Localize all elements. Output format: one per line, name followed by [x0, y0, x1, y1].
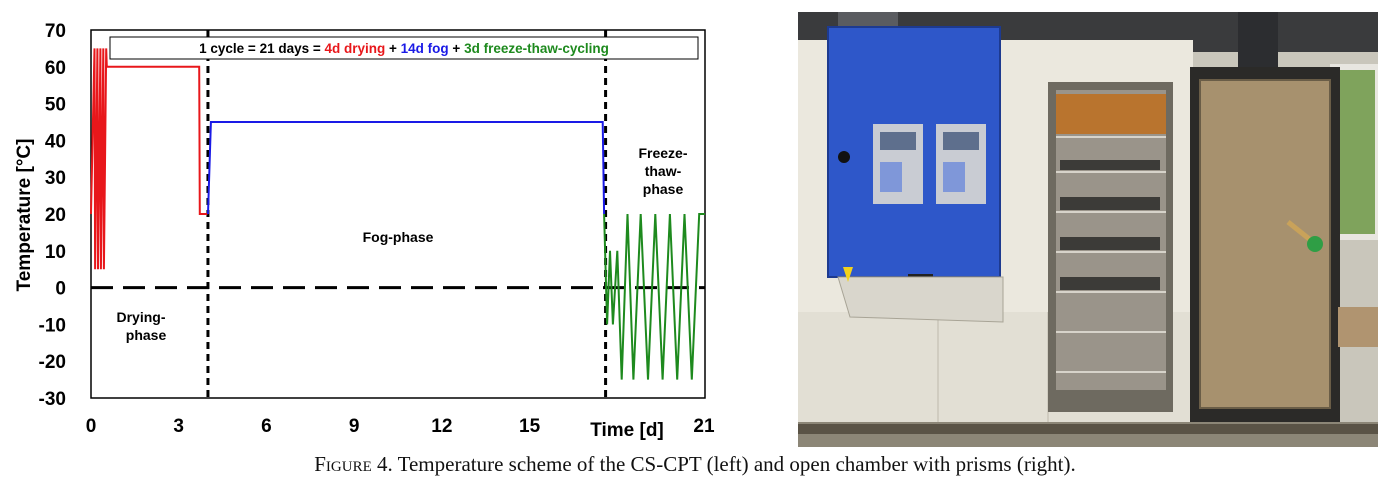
y-tick-label: 10: [45, 242, 66, 263]
y-tick-label: 60: [45, 58, 66, 79]
x-tick-label: 15: [519, 416, 541, 437]
temperature-chart: 70 60 50 40 30 20 10 0 -10 -20 -30 0 3 6 9 12 15 21 Temp…: [0, 0, 720, 450]
fog-phase-label: Fog-phase: [363, 229, 434, 245]
drying-phase-series-line: [90, 48, 208, 270]
freeze-phase-label-2: thaw-: [645, 163, 682, 179]
x-tick-label: 3: [173, 416, 184, 437]
y-tick-label: 0: [55, 279, 66, 300]
cycle-plus-2: +: [449, 41, 464, 56]
y-tick-label: 20: [45, 205, 66, 226]
cycle-freeze: 3d freeze-thaw-cycling: [464, 41, 609, 56]
cycle-plus-1: +: [385, 41, 400, 56]
freeze-phase-label-1: Freeze-: [638, 145, 687, 161]
figure-caption: Figure 4. Temperature scheme of the CS-C…: [0, 452, 1390, 477]
y-tick-label: 40: [45, 131, 66, 152]
plot-frame: [90, 29, 706, 399]
x-tick-label: 6: [261, 416, 272, 437]
x-tick-label: 9: [349, 416, 360, 437]
freeze-phase-series-line: [603, 213, 705, 380]
drying-phase-label-1: Drying-: [117, 309, 166, 325]
cycle-box-text: 1 cycle = 21 days = 4d drying + 14d fog …: [199, 41, 609, 56]
drying-phase-label-2: phase: [126, 327, 167, 343]
y-tick-label: -30: [39, 389, 66, 410]
y-tick-label: -20: [39, 352, 66, 373]
temperature-chart-svg: 70 60 50 40 30 20 10 0 -10 -20 -30 0 3 6 9 12 15 21 Temp…: [14, 21, 715, 441]
x-tick-label: 12: [431, 416, 452, 437]
cycle-box: [109, 36, 699, 60]
freeze-phase-label-3: phase: [643, 181, 684, 197]
x-tick-label: 0: [86, 416, 97, 437]
chamber-photo-svg: [798, 12, 1378, 447]
y-tick-label: 30: [45, 168, 66, 189]
cycle-drying: 4d drying: [325, 41, 386, 56]
figure-number: Figure 4.: [314, 452, 393, 476]
y-tick-label: -10: [39, 315, 66, 336]
x-tick-label: 21: [693, 416, 715, 437]
chamber-photo: [798, 12, 1378, 447]
y-tick-label: 70: [45, 21, 66, 42]
y-axis-label: Temperature [°C]: [14, 139, 35, 292]
figure-caption-text: Temperature scheme of the CS-CPT (left) …: [392, 452, 1076, 476]
cycle-prefix: 1 cycle = 21 days =: [199, 41, 324, 56]
x-axis-label: Time [d]: [590, 420, 664, 441]
fog-phase-series-line: [207, 121, 606, 215]
y-tick-label: 50: [45, 95, 66, 116]
cycle-fog: 14d fog: [401, 41, 449, 56]
